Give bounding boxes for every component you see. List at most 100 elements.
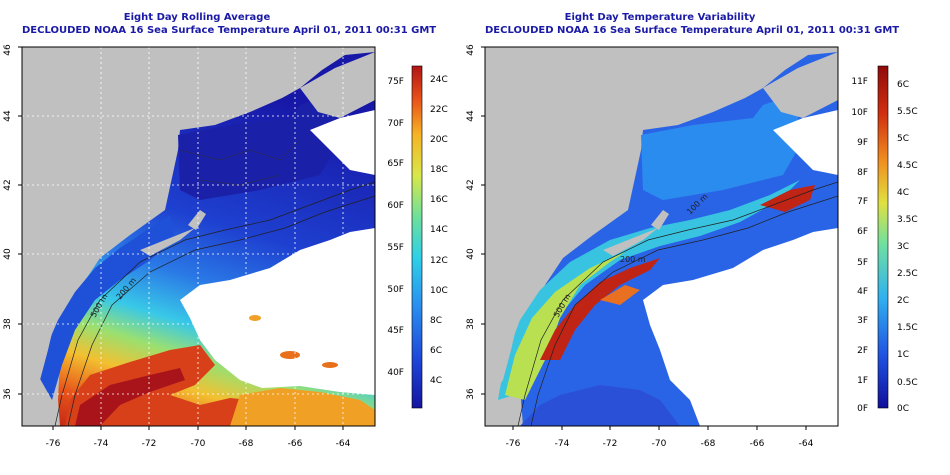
right-cbar-c-label: 0C: [897, 404, 909, 414]
right-cbar-c-label: 0.5C: [897, 378, 918, 388]
left-cbar-c-label: 10C: [430, 286, 448, 296]
right-xtick: -68: [701, 439, 716, 449]
left-cbar-f-label: 60F: [387, 201, 404, 211]
right-high-variability: [540, 258, 660, 360]
right-xtick: -66: [750, 439, 765, 449]
right-cbar-c-label: 2C: [897, 296, 909, 306]
right-y-axis: 36 38 40 42 44 46: [466, 44, 485, 400]
left-title-line2: DECLOUDED NOAA 16 Sea Surface Temperatur…: [22, 25, 437, 36]
right-cbar-c-label: 6C: [897, 80, 909, 90]
right-ytick: 46: [466, 44, 476, 56]
left-xtick: -76: [46, 439, 61, 449]
right-xtick: -64: [799, 439, 814, 449]
right-ytick: 42: [466, 179, 476, 190]
right-cbar-f-label: 3F: [857, 316, 868, 326]
right-cloud-mask: [643, 228, 838, 426]
left-ytick: 46: [3, 44, 13, 56]
right-title: Eight Day Temperature Variability DECLOU…: [485, 11, 900, 37]
right-cbar-f-label: 5F: [857, 258, 868, 268]
right-contour-label-200: 200 m: [620, 255, 646, 264]
right-colorbar: 0F 1F 2F 3F 4F 5F 6F 7F 8F 9F 10F 11F 0C…: [851, 65, 918, 414]
right-cbar-c-label: 4.5C: [897, 161, 918, 171]
left-nova-scotia: [300, 52, 375, 118]
right-cbar-f-label: 0F: [857, 404, 868, 414]
left-ytick: 36: [3, 388, 13, 400]
right-xtick: -70: [652, 439, 667, 449]
left-xtick: -66: [288, 439, 303, 449]
left-gridlines: [22, 47, 375, 426]
right-title-line1: Eight Day Temperature Variability: [564, 12, 756, 23]
right-cbar-c-label: 4C: [897, 188, 909, 198]
right-cbar-f-label: 1F: [857, 376, 868, 386]
right-colorbar-gradient: [877, 65, 889, 409]
left-xtick: -64: [336, 439, 351, 449]
right-cbar-c-label: 1.5C: [897, 323, 918, 333]
left-cbar-c-label: 16C: [430, 195, 448, 205]
right-cbar-f-label: 11F: [851, 77, 868, 87]
right-ytick: 38: [466, 318, 476, 330]
left-ytick: 38: [3, 318, 13, 330]
right-cbar-f-label: 6F: [857, 227, 868, 237]
right-cbar-c-label: 3.5C: [897, 215, 918, 225]
left-gulf-of-maine: [178, 95, 340, 200]
right-cbar-f-label: 7F: [857, 197, 868, 207]
right-map: 500 m 200 m 100 m: [485, 47, 838, 426]
right-cbar-f-label: 10F: [851, 108, 868, 118]
left-xtick: -72: [142, 439, 157, 449]
right-cbar-f-label: 4F: [857, 287, 868, 297]
right-xtick: -74: [555, 439, 570, 449]
right-cbar-c-label: 5C: [897, 134, 909, 144]
right-long-island: [603, 228, 658, 256]
left-cbar-f-label: 55F: [387, 243, 404, 253]
right-cbar-f-label: 2F: [857, 346, 868, 356]
left-cbar-c-label: 8C: [430, 316, 442, 326]
right-cbar-f-label: 8F: [857, 168, 868, 178]
left-cbar-c-label: 18C: [430, 165, 448, 175]
right-contour-200m: [517, 181, 838, 426]
left-cbar-c-label: 6C: [430, 346, 442, 356]
left-cbar-f-label: 65F: [387, 159, 404, 169]
right-x-axis: -76 -74 -72 -70 -68 -66 -64: [506, 426, 814, 449]
right-cbar-f-label: 9F: [857, 138, 868, 148]
left-map: 500 m 200 m: [22, 47, 375, 426]
left-ytick: 44: [3, 110, 13, 122]
left-cbar-f-label: 50F: [387, 285, 404, 295]
right-contour-500m: [530, 195, 838, 426]
right-cbar-c-label: 3C: [897, 242, 909, 252]
right-title-line2: DECLOUDED NOAA 16 Sea Surface Temperatur…: [485, 25, 900, 36]
right-ytick: 44: [466, 110, 476, 122]
right-xtick: -76: [506, 439, 521, 449]
left-title-line1: Eight Day Rolling Average: [123, 12, 271, 23]
left-cloud-mask: [180, 228, 375, 395]
left-contour-200m: [54, 181, 375, 426]
right-cbar-c-label: 1C: [897, 350, 909, 360]
right-cbar-c-label: 2.5C: [897, 269, 918, 279]
left-cbar-c-label: 14C: [430, 225, 448, 235]
right-ytick: 36: [466, 388, 476, 400]
left-cbar-c-label: 4C: [430, 376, 442, 386]
right-ytick: 40: [466, 248, 476, 260]
left-cbar-c-label: 24C: [430, 75, 448, 85]
left-colorbar: 40F 45F 50F 55F 60F 65F 70F 75F 4C 6C 8C…: [387, 65, 448, 409]
left-ytick: 40: [3, 248, 13, 260]
left-xtick: -68: [239, 439, 254, 449]
left-cbar-f-label: 70F: [387, 119, 404, 129]
left-cbar-c-label: 20C: [430, 135, 448, 145]
left-cbar-c-label: 22C: [430, 105, 448, 115]
left-cbar-f-label: 40F: [387, 368, 404, 378]
left-cbar-c-label: 12C: [430, 256, 448, 266]
left-cbar-f-label: 45F: [387, 326, 404, 336]
left-cbar-f-label: 75F: [387, 77, 404, 87]
left-long-island: [140, 228, 195, 256]
right-xtick: -72: [603, 439, 618, 449]
right-cbar-c-label: 5.5C: [897, 107, 918, 117]
left-title: Eight Day Rolling Average DECLOUDED NOAA…: [22, 11, 437, 37]
left-ytick: 42: [3, 179, 13, 190]
right-map-frame: [484, 46, 839, 427]
left-xtick: -70: [191, 439, 206, 449]
left-contour-500m: [67, 195, 375, 426]
left-xtick: -74: [94, 439, 109, 449]
left-y-axis: 36 38 40 42 44 46: [3, 44, 22, 400]
right-nova-scotia: [763, 52, 838, 118]
